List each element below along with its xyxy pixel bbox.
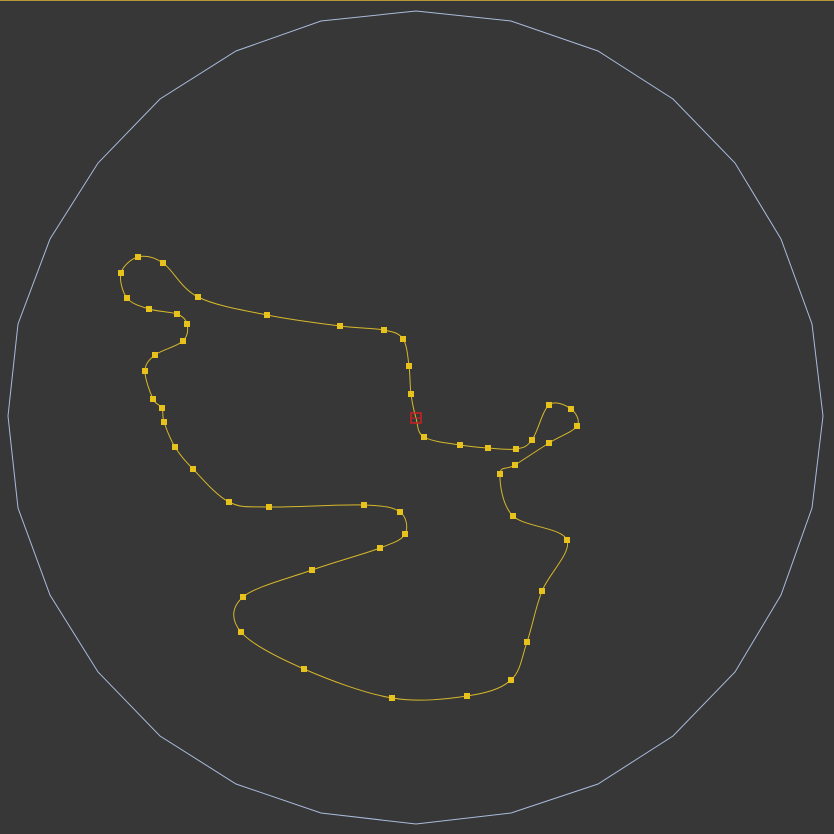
spline-vertex-17[interactable] (142, 368, 148, 374)
spline-vertex-11[interactable] (124, 295, 130, 301)
spline-vertex-29[interactable] (309, 567, 315, 573)
spline-vertex-49[interactable] (457, 442, 463, 448)
spline-vertex-30[interactable] (240, 594, 246, 600)
spline-vertex-36[interactable] (524, 639, 530, 645)
spline-vertex-35[interactable] (508, 677, 514, 683)
spline-vertex-34[interactable] (464, 693, 470, 699)
spline-vertex-23[interactable] (226, 499, 232, 505)
spline-vertex-12[interactable] (146, 306, 152, 312)
spline-vertices (118, 254, 580, 701)
spline-vertex-33[interactable] (389, 695, 395, 701)
spline-vertex-15[interactable] (180, 338, 186, 344)
spline-vertex-3[interactable] (400, 336, 406, 342)
spline-vertex-48[interactable] (485, 445, 491, 451)
spline-vertex-5[interactable] (337, 323, 343, 329)
spline-vertex-13[interactable] (174, 311, 180, 317)
spline-vertex-16[interactable] (152, 352, 158, 358)
spline-vertex-31[interactable] (238, 629, 244, 635)
spline-vertex-4[interactable] (381, 327, 387, 333)
first-vertex-marker[interactable] (410, 412, 422, 424)
spline-vertex-6[interactable] (264, 312, 270, 318)
spline-vertex-27[interactable] (402, 531, 408, 537)
spline-vertex-26[interactable] (397, 509, 403, 515)
spline-vertex-25[interactable] (361, 502, 367, 508)
spline-vertex-40[interactable] (497, 471, 503, 477)
spline-vertex-20[interactable] (161, 419, 167, 425)
spline-vertex-42[interactable] (546, 440, 552, 446)
spline-vertex-22[interactable] (190, 466, 196, 472)
spline-vertex-28[interactable] (377, 545, 383, 551)
spline-vertex-44[interactable] (568, 406, 574, 412)
active-viewport-border (0, 0, 834, 1)
spline-vertex-9[interactable] (135, 254, 141, 260)
spline-vertex-41[interactable] (512, 462, 518, 468)
spline-vertex-2[interactable] (406, 363, 412, 369)
spline-vertex-50[interactable] (421, 434, 427, 440)
spline-vertex-43[interactable] (574, 423, 580, 429)
spline-vertex-39[interactable] (510, 513, 516, 519)
spline-vertex-10[interactable] (118, 270, 124, 276)
spline-vertex-7[interactable] (195, 294, 201, 300)
spline-vertex-18[interactable] (150, 396, 156, 402)
dove-spline-curve[interactable] (120, 255, 579, 701)
spline-vertex-37[interactable] (539, 588, 545, 594)
spline-vertex-24[interactable] (266, 504, 272, 510)
spline-vertex-46[interactable] (529, 437, 535, 443)
spline-vertex-47[interactable] (513, 446, 519, 452)
spline-vertex-14[interactable] (184, 321, 190, 327)
spline-vertex-45[interactable] (546, 402, 552, 408)
spline-vertex-38[interactable] (564, 537, 570, 543)
spline-vertex-8[interactable] (160, 260, 166, 266)
spline-vertex-32[interactable] (301, 666, 307, 672)
spline-vertex-1[interactable] (408, 391, 414, 397)
spline-vertex-19[interactable] (159, 405, 165, 411)
spline-vertex-21[interactable] (172, 444, 178, 450)
circle-boundary-shape[interactable] (7, 10, 824, 825)
